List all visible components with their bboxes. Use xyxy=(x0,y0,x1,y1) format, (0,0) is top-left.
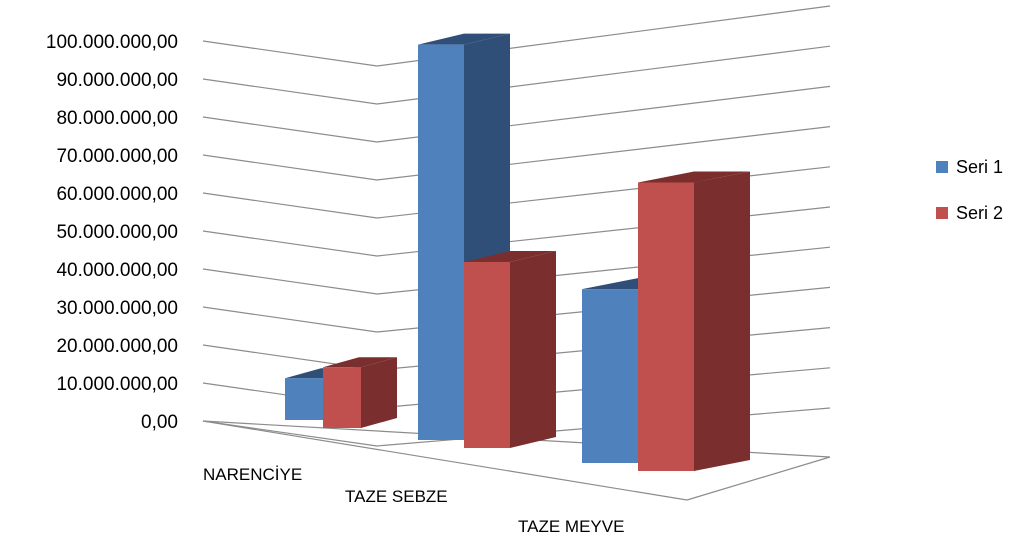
floor-edge xyxy=(202,420,831,501)
gridline xyxy=(202,5,831,67)
legend-label: Seri 2 xyxy=(956,203,1003,223)
y-tick-label: 0,00 xyxy=(141,412,178,433)
y-tick-label: 100.000.000,00 xyxy=(46,32,178,53)
gridline xyxy=(202,126,831,181)
bar-top xyxy=(323,357,397,368)
bar xyxy=(582,289,638,463)
bar xyxy=(464,261,510,448)
y-tick-label: 60.000.000,00 xyxy=(56,184,178,205)
y-tick-label: 50.000.000,00 xyxy=(56,222,178,243)
y-tick-label: 30.000.000,00 xyxy=(56,298,178,319)
bar-top xyxy=(638,171,750,183)
bar-top xyxy=(464,250,556,262)
bar xyxy=(323,367,361,428)
x-axis-category-labels: NARENCİYE TAZE SEBZE TAZE MEYVE xyxy=(203,465,624,536)
legend-swatch xyxy=(936,161,948,173)
bar-side xyxy=(510,250,556,448)
legend-swatch xyxy=(936,207,948,219)
chart-floor xyxy=(202,420,831,501)
y-tick-label: 40.000.000,00 xyxy=(56,260,178,281)
y-axis-tick-labels: 0,00 10.000.000,00 20.000.000,00 30.000.000… xyxy=(46,32,178,433)
bar xyxy=(418,44,464,440)
x-category-label: TAZE MEYVE xyxy=(518,517,624,536)
y-tick-label: 90.000.000,00 xyxy=(56,70,178,91)
y-tick-label: 20.000.000,00 xyxy=(56,336,178,357)
gridline xyxy=(202,45,831,105)
bar xyxy=(638,182,694,471)
bars xyxy=(285,33,750,471)
x-category-label: TAZE SEBZE xyxy=(345,487,448,506)
floor-front-edge xyxy=(202,420,688,501)
bar-side xyxy=(694,171,750,471)
y-tick-label: 70.000.000,00 xyxy=(56,146,178,167)
legend-label: Seri 1 xyxy=(956,157,1003,177)
x-category-label: NARENCİYE xyxy=(203,465,302,484)
bar-top xyxy=(418,33,510,45)
bar xyxy=(285,378,323,420)
gridline xyxy=(202,85,831,143)
gridlines xyxy=(202,5,831,447)
y-tick-label: 80.000.000,00 xyxy=(56,108,178,129)
bar-side xyxy=(361,357,397,428)
y-tick-label: 10.000.000,00 xyxy=(56,374,178,395)
legend: Seri 1 Seri 2 xyxy=(936,157,1003,223)
